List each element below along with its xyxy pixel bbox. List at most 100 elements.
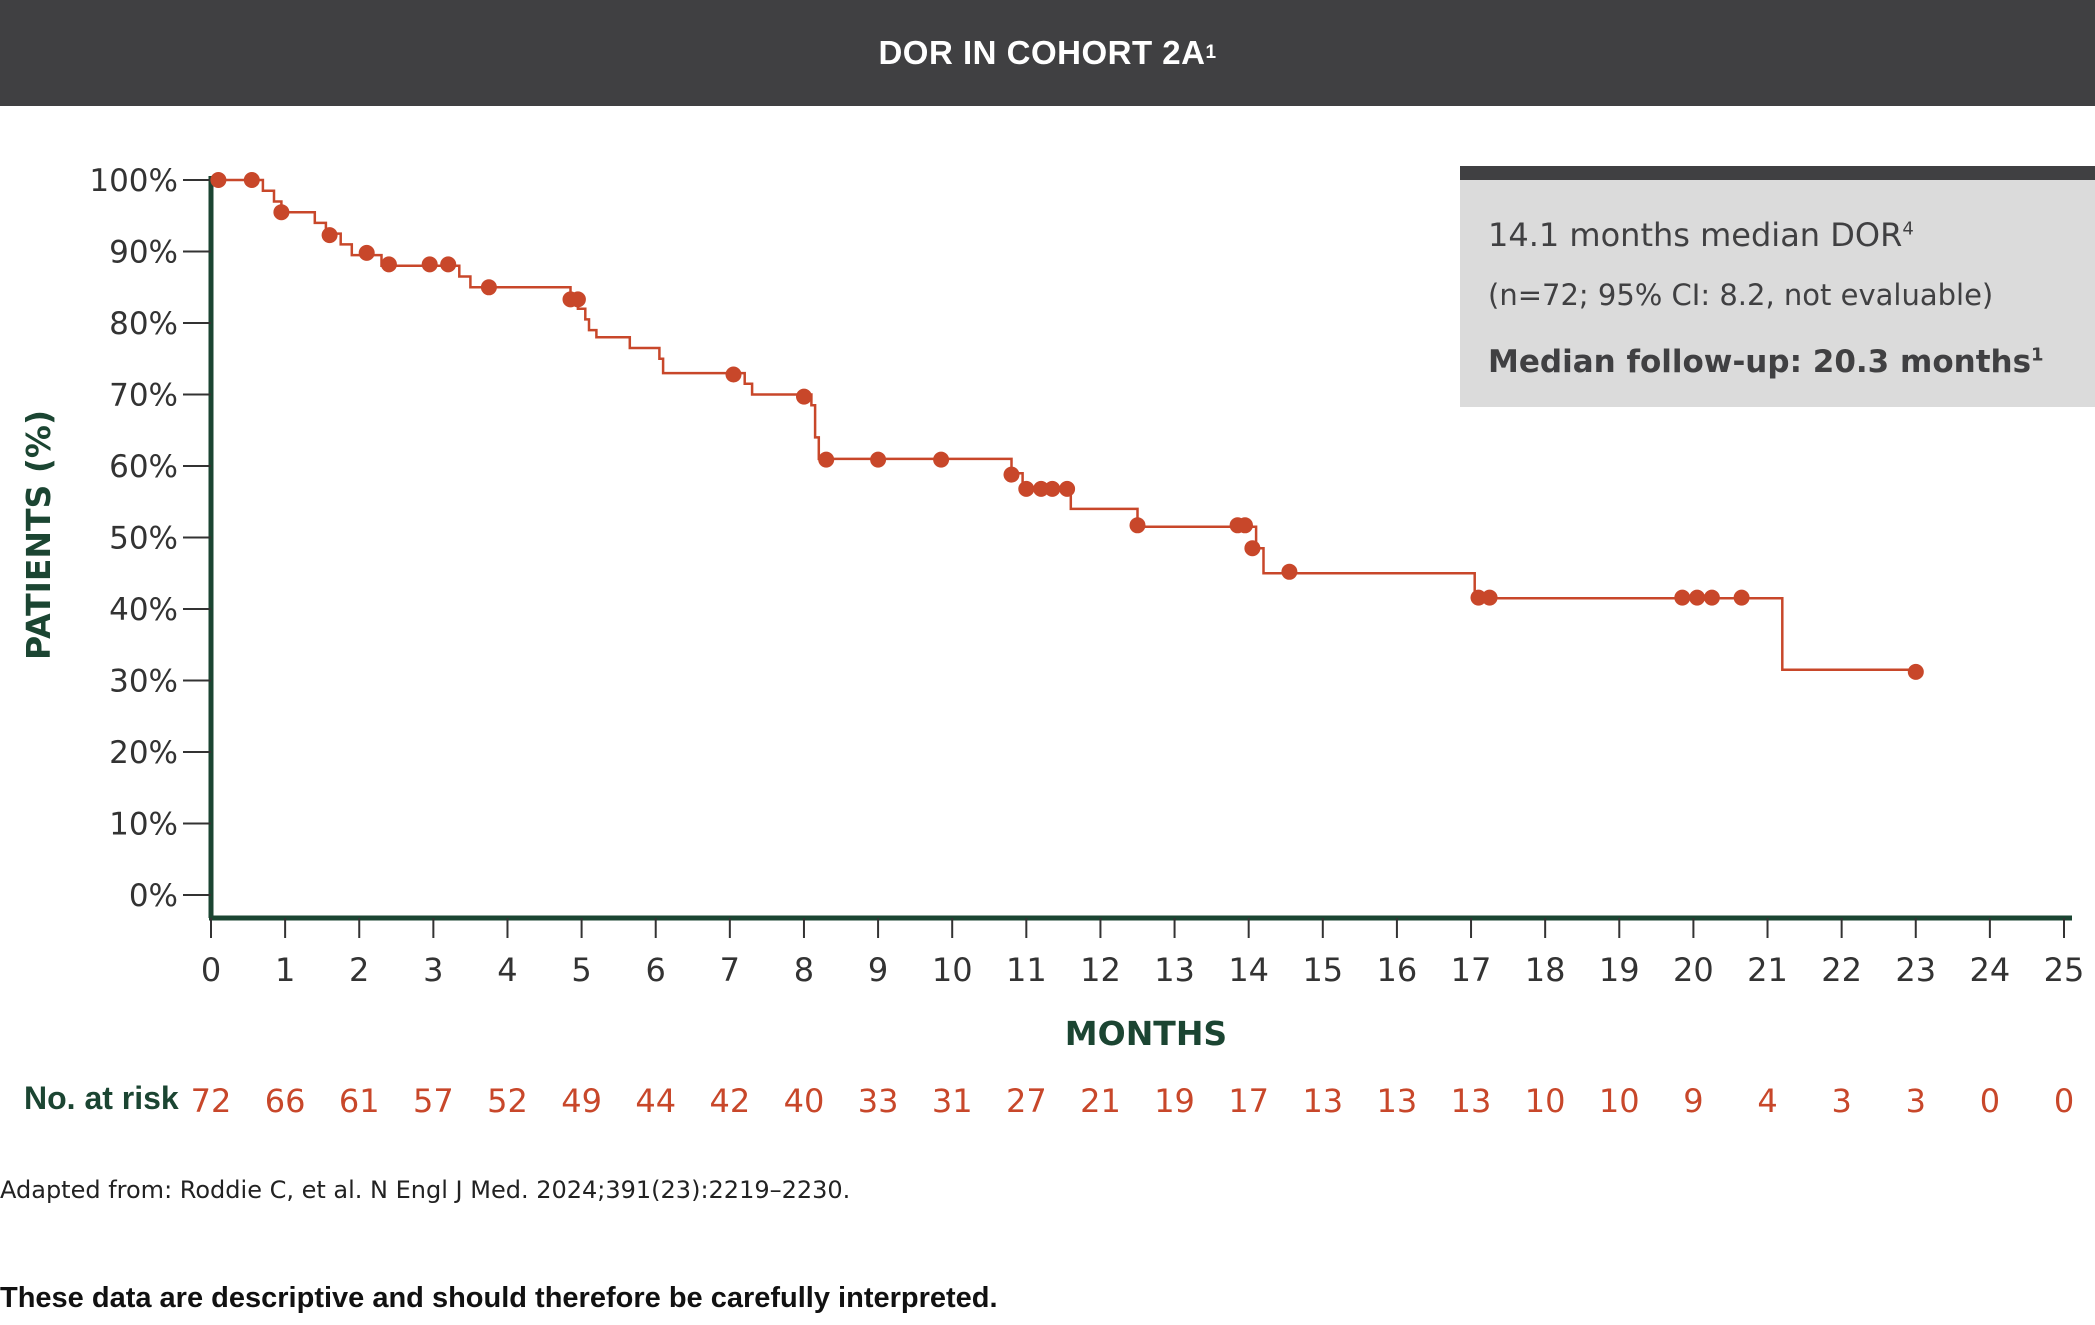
censor-marker [273,204,290,221]
censor-marker [1237,517,1253,534]
x-tick-label: 12 [1080,951,1121,989]
risk-value: 61 [339,1082,380,1120]
censor-marker [380,256,397,273]
x-tick-label: 7 [720,951,740,989]
censor-marker [725,366,742,383]
risk-value: 3 [1906,1082,1926,1120]
risk-value: 49 [561,1082,602,1120]
title-footnote-ref: 1 [1205,42,1217,63]
x-tick-label: 2 [349,951,369,989]
censor-marker [1674,589,1691,606]
risk-value: 19 [1154,1082,1195,1120]
x-tick-label: 4 [497,951,517,989]
risk-table-label: No. at risk [24,1080,179,1116]
censor-marker [210,172,227,188]
km-chart: 0%10%20%30%40%50%60%70%80%90%100%0 1 2 3 4 5 6… [19,163,2085,1120]
y-axis-title: PATIENTS (%) [19,410,58,660]
risk-value: 13 [1451,1082,1492,1120]
risk-value: 0 [1980,1082,2000,1120]
risk-value: 40 [784,1082,825,1120]
x-tick-label: 6 [646,951,666,989]
y-tick-label: 80% [109,306,178,342]
x-tick-label: 13 [1154,951,1195,989]
summary-box: 14.1 months median DOR4 (n=72; 95% CI: 8… [1460,166,2095,407]
censor-marker [1033,480,1050,497]
x-tick-label: 15 [1302,951,1343,989]
censor-marker [1733,589,1750,606]
median-dor-text: 14.1 months median DOR4 [1488,216,1914,254]
risk-value: 57 [413,1082,454,1120]
risk-value: 0 [2054,1082,2074,1120]
censor-marker [440,256,457,273]
x-tick-label: 9 [868,951,888,989]
x-tick-label: 1 [275,951,295,989]
x-tick-label: 25 [2044,951,2085,989]
risk-value: 33 [858,1082,899,1120]
risk-value: 66 [265,1082,306,1120]
risk-value: 4 [1757,1082,1777,1120]
x-tick-label: 5 [571,951,591,989]
x-tick-label: 16 [1377,951,1418,989]
risk-value: 52 [487,1082,528,1120]
risk-value: 10 [1599,1082,1640,1120]
censor-marker [243,172,260,188]
censor-marker [1703,589,1720,606]
y-tick-label: 90% [109,235,178,271]
x-tick-label: 8 [794,951,814,989]
x-tick-label: 20 [1673,951,1714,989]
y-tick-label: 30% [109,664,178,700]
risk-value: 17 [1228,1082,1269,1120]
risk-value: 21 [1080,1082,1121,1120]
risk-value: 3 [1831,1082,1851,1120]
x-tick-label: 22 [1821,951,1862,989]
y-tick-label: 70% [109,378,178,414]
median-followup-text: Median follow-up: 20.3 months1 [1488,344,2044,380]
risk-value: 9 [1683,1082,1703,1120]
x-tick-label: 24 [1970,951,2011,989]
x-tick-label: 23 [1895,951,1936,989]
risk-value: 10 [1525,1082,1566,1120]
censor-marker [933,451,950,468]
x-tick-label: 19 [1599,951,1640,989]
censor-marker [1481,589,1498,606]
risk-value: 31 [932,1082,973,1120]
censor-marker [1003,466,1020,483]
chart-header: DOR IN COHORT 2A 1 [0,0,2095,106]
y-tick-label: 40% [109,592,178,628]
censor-marker [796,388,812,405]
risk-value: 42 [709,1082,750,1120]
risk-value: 13 [1302,1082,1343,1120]
x-tick-label: 18 [1525,951,1566,989]
source-footnote: Adapted from: Roddie C, et al. N Engl J … [0,1176,851,1204]
y-tick-label: 0% [129,878,178,914]
y-tick-label: 60% [109,449,178,485]
censor-marker [1470,589,1487,606]
censor-marker [1129,517,1146,534]
censor-marker [1281,563,1298,580]
censor-marker [1907,663,1924,680]
x-axis-title: MONTHS [1065,1014,1227,1053]
censor-marker [569,291,586,308]
x-tick-label: 3 [423,951,443,989]
x-tick-label: 17 [1451,951,1492,989]
censor-marker [480,279,497,296]
censor-marker [1044,480,1061,497]
censor-marker [321,227,338,244]
censor-marker [421,256,438,273]
ci-text: (n=72; 95% CI: 8.2, not evaluable) [1488,278,1994,312]
censor-marker [870,451,887,468]
censor-marker [1689,589,1706,606]
x-tick-label: 14 [1228,951,1269,989]
censor-marker [358,244,375,261]
y-tick-label: 50% [109,521,178,557]
censor-marker [1059,480,1076,497]
chart-title: DOR IN COHORT 2A [878,34,1206,71]
risk-value: 27 [1006,1082,1047,1120]
y-tick-label: 100% [89,163,178,199]
x-tick-label: 21 [1747,951,1788,989]
x-tick-label: 11 [1006,951,1047,989]
x-tick-label: 10 [932,951,973,989]
risk-value: 44 [635,1082,676,1120]
y-tick-label: 20% [109,735,178,771]
risk-value: 72 [191,1082,232,1120]
